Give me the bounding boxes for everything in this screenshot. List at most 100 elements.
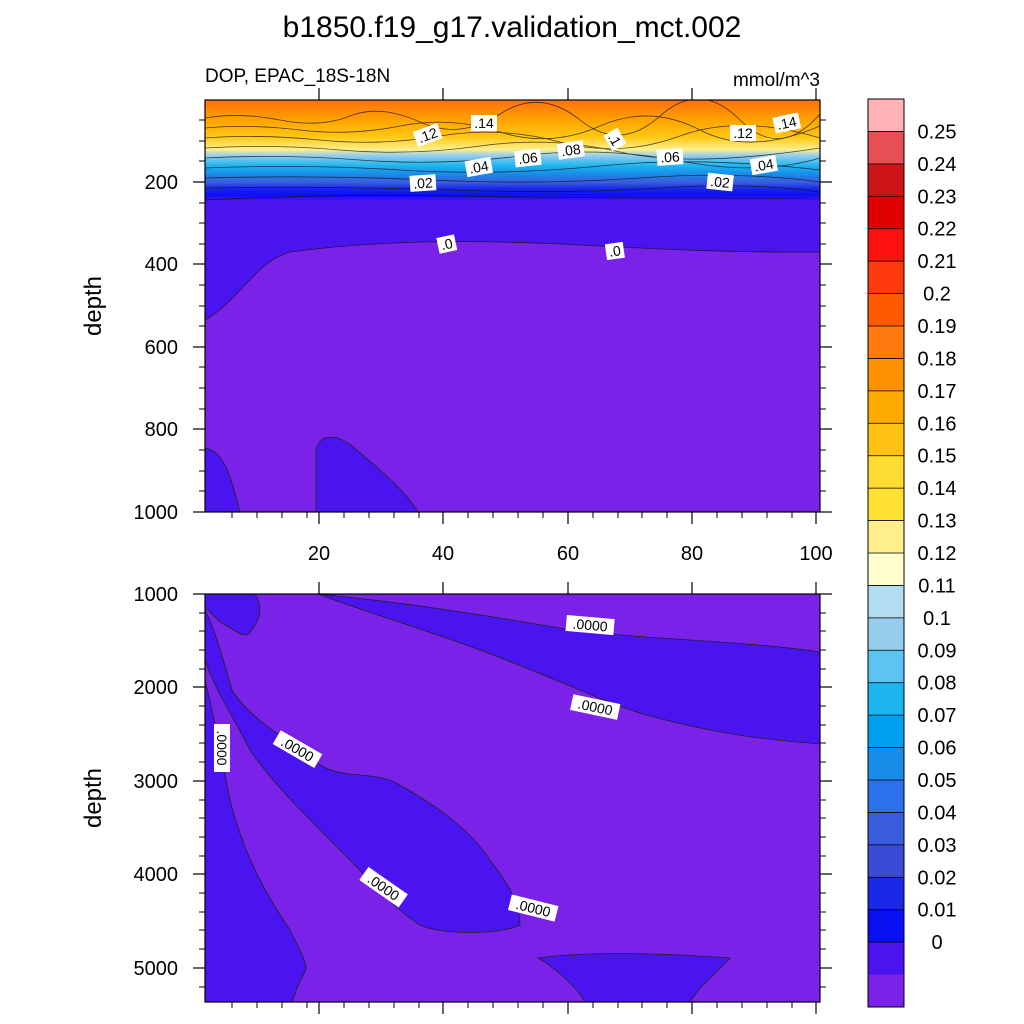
bottom-contour-fill [205,594,820,1002]
colorbar-swatch [868,650,904,684]
colorbar-label: 0.09 [918,640,957,662]
top-y-minor-ticks [199,119,826,492]
colorbar-label: 0.11 [918,575,955,597]
top-y-tick-label: 1000 [134,502,179,524]
bottom-y-minor-ticks [199,612,826,988]
colorbar-label: 0.05 [918,770,957,792]
top-contour-label: .02 [413,174,434,191]
colorbar-label: 0.02 [918,867,957,889]
top-panel: DOP, EPAC_18S-18N mmol/m^3 [80,66,833,565]
bottom-contour-label: .0000 [572,616,609,635]
colorbar-swatch [868,682,904,716]
colorbar-swatch [868,163,904,197]
colorbar-label: 0.07 [918,705,957,727]
colorbar-label: 0.14 [918,478,957,500]
bottom-x-axis [318,582,817,1014]
colorbar-swatch [868,131,904,165]
colorbar-swatch [868,909,904,943]
top-x-tick-label: 20 [308,543,330,565]
bottom-y-axis-label: depth [80,768,107,828]
colorbar-label: 0.01 [918,900,957,922]
colorbar-label: 0.17 [918,381,957,403]
colorbar-swatch [868,488,904,522]
colorbar-label: 0.04 [918,802,957,824]
colorbar-swatch [868,520,904,554]
colorbar-swatch [868,261,904,295]
bottom-y-tick-label: 2000 [134,677,179,699]
bottom-plot-frame [204,593,821,1003]
colorbar-label: 0.18 [918,348,957,370]
colorbar-label: 0.13 [918,511,957,533]
top-x-tick-label: 80 [681,543,703,565]
top-contour-labels: .12 .14 .1 .12 .14 .08 .06 .06 .04 .04 .… [409,112,802,261]
bottom-top-left-blob [205,594,261,636]
colorbar-swatch [868,228,904,262]
bottom-y-axis [193,593,832,969]
top-contour-label: .04 [753,155,775,174]
top-x-minor-ticks [231,512,793,518]
colorbar-label: 0.25 [918,121,957,143]
top-y-tick-label: 400 [145,254,178,276]
colorbar-label: 0.06 [918,738,957,760]
colorbar-label: 0 [931,932,942,954]
bottom-contour-label: .0000 [576,696,614,719]
top-contour-label: .0 [608,242,622,259]
top-contour-label: .06 [660,148,681,165]
top-contour-fill [205,100,820,512]
colorbar-swatch [868,326,904,359]
colorbar-label: 0.23 [918,186,957,208]
bottom-y-tick-label: 5000 [134,958,179,980]
colorbar-swatch [868,553,904,586]
colorbar-label: 0.16 [918,413,957,435]
colorbar-label: 0.2 [923,284,951,306]
bottom-diagonal-band [317,594,820,745]
top-contour-label: .0 [439,235,454,253]
colorbar-swatch [868,455,904,489]
top-contour-label: .06 [517,149,538,167]
colorbar-swatch [868,974,904,1008]
top-contour-label: .12 [416,124,440,146]
colorbar-label: 0.03 [918,835,957,857]
top-x-axis [318,88,817,524]
bottom-contour-label: .0000 [214,730,230,765]
colorbar-label: 0.22 [918,219,957,241]
top-y-axis-label: depth [80,276,107,336]
top-contour-label: .12 [733,125,753,141]
colorbar-swatch [868,390,904,424]
colorbar-swatch [868,196,904,230]
top-zero-region [205,241,820,512]
colorbar-swatch [868,99,904,132]
colorbar-swatch [868,747,904,781]
top-y-axis [193,181,832,513]
top-y-tick-label: 800 [145,419,178,441]
colorbar-label: 0.1 [923,608,951,630]
top-deep-blob [315,436,419,512]
top-panel-units-label: mmol/m^3 [733,70,820,91]
top-contour-label: .02 [710,173,731,191]
bottom-y-tick-label: 4000 [134,864,179,886]
colorbar-label: 0.21 [918,251,957,273]
top-y-tick-label: 600 [145,337,178,359]
colorbar-label: 0.12 [918,543,957,565]
bottom-contour-labels: .0000 .0000 .0000 .0000 .0000 .0000 [214,614,621,922]
colorbar-swatch [868,715,904,749]
colorbar-swatch [868,812,904,846]
top-x-tick-label: 60 [557,543,579,565]
colorbar-swatch [868,585,904,619]
bottom-y-tick-label: 1000 [134,584,179,606]
top-contour-label: .04 [468,157,490,176]
top-panel-left-label: DOP, EPAC_18S-18N [205,66,390,87]
colorbar-swatch [868,780,904,813]
top-x-tick-label: 100 [799,543,832,565]
figure-title: b1850.f19_g17.validation_mct.002 [283,11,742,44]
colorbar-swatch [868,293,904,327]
bottom-bottom-blob [536,953,731,1002]
colorbar-label: 0.08 [918,673,957,695]
colorbar-swatch [868,423,904,457]
colorbar-label: 0.19 [918,316,957,338]
colorbar-swatch [868,844,904,878]
top-contour-label: .14 [776,113,799,133]
top-contour-label: .14 [474,115,494,131]
colorbar-label: 0.24 [918,154,957,176]
